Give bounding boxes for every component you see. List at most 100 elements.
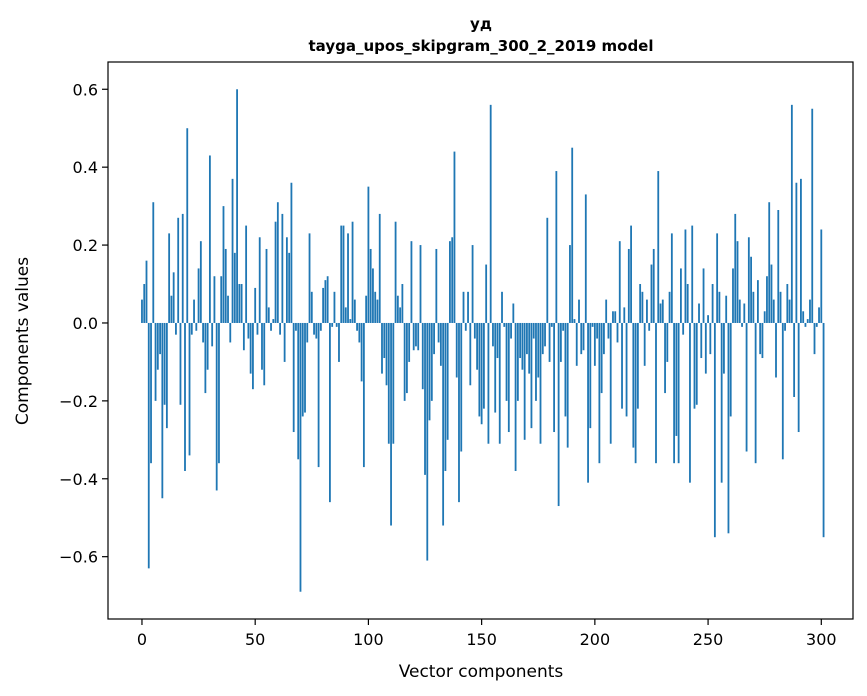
bar <box>324 280 327 323</box>
bar <box>800 178 802 323</box>
bar <box>224 248 227 323</box>
bar <box>435 248 438 323</box>
bar <box>682 322 685 335</box>
bar <box>811 108 814 323</box>
bar <box>437 322 440 343</box>
bar <box>449 241 451 323</box>
bar <box>512 303 515 323</box>
bar <box>648 322 651 331</box>
bar <box>199 241 202 323</box>
bar <box>154 322 157 401</box>
bar <box>326 276 329 323</box>
bar <box>444 322 447 471</box>
bar <box>424 322 426 475</box>
bar <box>492 322 494 347</box>
bar <box>385 322 388 386</box>
bar <box>759 322 762 355</box>
bar <box>240 284 243 323</box>
bar <box>573 319 576 323</box>
bar <box>797 322 800 433</box>
chart-subtitle: tayga_upos_skipgram_300_2_2019 model <box>309 37 654 55</box>
bar <box>369 248 372 323</box>
bar <box>716 233 719 323</box>
bar <box>809 299 811 323</box>
bar <box>802 311 805 323</box>
bar <box>184 322 186 471</box>
bar <box>747 237 750 323</box>
bar <box>256 322 259 335</box>
bar <box>505 322 508 401</box>
bar <box>387 322 390 444</box>
bar <box>186 128 189 323</box>
x-tick-label: 300 <box>806 630 837 649</box>
bar <box>571 147 574 323</box>
bar <box>152 202 155 323</box>
bar <box>469 322 472 386</box>
bar <box>668 291 671 323</box>
bar <box>646 299 648 323</box>
bar <box>501 291 503 323</box>
bar <box>417 322 420 351</box>
bar <box>399 307 402 323</box>
bar <box>150 322 152 464</box>
bar <box>374 291 377 323</box>
bar <box>657 171 660 323</box>
bar <box>790 104 793 323</box>
bar <box>770 264 773 323</box>
y-tick-label: −0.2 <box>59 392 98 411</box>
bar <box>745 322 748 452</box>
bar <box>521 322 524 370</box>
bar <box>177 217 180 323</box>
y-axis-ticks: −0.6 −0.4 −0.2 0.0 0.2 0.4 0.6 <box>59 80 108 567</box>
bar <box>743 303 746 323</box>
bar <box>677 322 680 464</box>
bar <box>141 299 143 323</box>
bar <box>349 319 352 323</box>
bar <box>727 322 730 534</box>
bar <box>263 322 266 386</box>
bar <box>272 319 275 323</box>
bar <box>693 322 696 409</box>
bar <box>593 322 596 366</box>
bar <box>627 248 630 323</box>
bar <box>310 291 313 323</box>
y-tick-label: −0.6 <box>59 548 98 567</box>
bar <box>661 299 664 323</box>
bar <box>711 284 714 323</box>
bar <box>596 322 599 339</box>
bar <box>335 322 338 327</box>
bar <box>630 225 632 323</box>
x-tick-label: 100 <box>353 630 384 649</box>
bar <box>548 322 551 362</box>
bar <box>471 245 474 323</box>
bar <box>537 322 540 378</box>
bar <box>741 322 743 327</box>
bar <box>233 252 236 323</box>
bar <box>392 322 395 444</box>
bar <box>439 322 442 366</box>
x-tick-label: 150 <box>466 630 497 649</box>
bar <box>295 322 297 331</box>
bar <box>804 322 807 327</box>
bar <box>181 213 184 323</box>
bar <box>283 322 286 362</box>
bar <box>634 322 637 464</box>
bar <box>781 322 784 460</box>
bar <box>285 237 288 323</box>
bar <box>365 295 368 323</box>
y-tick-label: 0.0 <box>73 314 98 333</box>
bar <box>684 229 687 323</box>
bar <box>775 322 777 378</box>
bar <box>281 213 284 323</box>
bar <box>738 299 741 323</box>
bar <box>612 311 614 323</box>
bar <box>496 322 499 359</box>
bar <box>754 322 757 464</box>
bar <box>322 287 325 323</box>
bar <box>528 322 531 374</box>
bar <box>618 241 621 323</box>
bar <box>750 256 752 323</box>
x-tick-label: 200 <box>580 630 611 649</box>
bar <box>297 322 300 460</box>
